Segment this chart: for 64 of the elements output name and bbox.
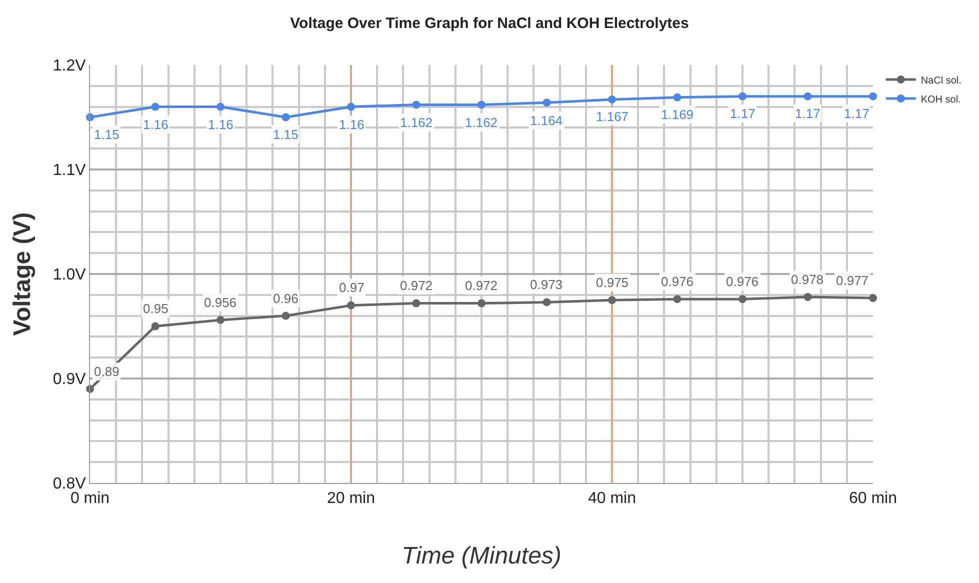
data-label: 1.15: [273, 127, 298, 142]
data-label: 0.976: [726, 274, 759, 289]
data-label: 0.972: [400, 278, 433, 293]
data-label: 1.164: [530, 113, 563, 128]
y-tick-label: 1.1V: [52, 162, 86, 180]
data-label: 0.976: [661, 274, 694, 289]
point: [804, 292, 812, 301]
data-label: 0.975: [596, 275, 629, 290]
point: [347, 301, 355, 310]
point: [216, 102, 224, 111]
point: [478, 299, 486, 308]
point: [869, 92, 877, 100]
data-label: 0.89: [94, 364, 120, 379]
data-label: 0.956: [204, 295, 237, 310]
point: [869, 294, 877, 302]
data-label: 1.16: [143, 117, 168, 132]
legend-label: NaCl sol.: [920, 75, 962, 86]
data-label: 1.17: [844, 106, 870, 121]
y-tick-label: 1.0V: [52, 266, 86, 284]
data-label: 0.95: [143, 301, 168, 316]
legend-label: KOH sol.: [920, 94, 961, 106]
point: [282, 113, 290, 122]
data-label: 1.162: [465, 115, 498, 130]
data-label: 1.17: [730, 106, 756, 121]
point: [412, 299, 420, 308]
point: [608, 95, 616, 104]
point: [804, 92, 812, 100]
point: [738, 92, 746, 100]
data-label: 1.162: [400, 115, 433, 130]
data-label: 0.972: [465, 278, 498, 293]
data-label: 0.978: [791, 272, 824, 287]
point: [412, 100, 420, 109]
x-tick-label: 40 min: [588, 490, 636, 508]
point: [542, 98, 551, 107]
data-label: 1.167: [596, 109, 629, 124]
y-axis-title: Voltage (V): [8, 212, 36, 336]
point: [542, 298, 551, 306]
point: [673, 295, 682, 304]
data-label: 0.97: [339, 280, 364, 295]
y-tick-label: 0.8V: [52, 476, 86, 493]
data-label: 1.17: [795, 106, 820, 121]
data-label: 1.16: [208, 117, 234, 132]
data-label: 1.169: [661, 107, 694, 122]
point: [151, 322, 160, 330]
point: [738, 295, 746, 304]
data-label: 1.16: [339, 117, 364, 132]
point: [478, 100, 486, 109]
data-label: 0.96: [273, 291, 298, 306]
data-label: 0.977: [836, 273, 869, 288]
point: [608, 296, 616, 304]
data-label: 1.15: [94, 127, 120, 142]
x-tick-label: 20 min: [326, 490, 376, 508]
y-tick-label: 0.9V: [52, 371, 86, 388]
point: [282, 312, 290, 320]
data-label: 0.973: [530, 277, 563, 292]
point: [151, 102, 160, 111]
point: [216, 316, 224, 324]
x-tick-label: 60 min: [848, 490, 898, 508]
point: [673, 93, 682, 102]
chart-title: Voltage Over Time Graph for NaCl and KOH Electrolytes: [290, 14, 689, 32]
point: [347, 102, 355, 111]
x-tick-label: 0 min: [70, 490, 110, 508]
y-tick-label: 1.2V: [52, 58, 86, 75]
x-axis-title: Time (Minutes): [402, 542, 562, 570]
